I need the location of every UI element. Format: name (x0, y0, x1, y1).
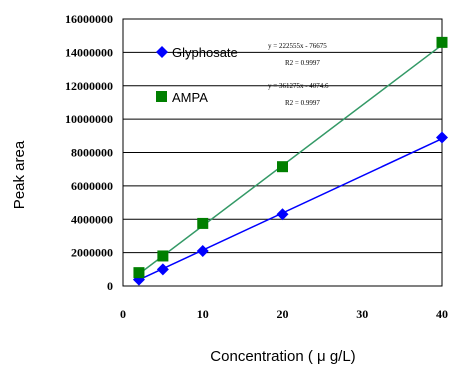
x-axis-title: Concentration ( μ g/L) (210, 348, 355, 365)
y-axis-tick-labels: 0 2000000 4000000 6000000 8000000 10000000 120… (65, 12, 113, 293)
glyphosate-point (436, 131, 448, 144)
y-tick-label: 14000000 (65, 45, 113, 59)
legend-glyphosate-marker (156, 46, 168, 58)
ampa-trendline (138, 44, 443, 275)
legend-ampa-label: AMPA (172, 90, 208, 105)
ampa-point (436, 36, 448, 48)
legend-glyphosate-label: Glyphosate (172, 45, 238, 60)
y-tick-label: 2000000 (71, 246, 113, 260)
y-tick-label: 16000000 (65, 12, 113, 26)
ampa-point (277, 161, 288, 173)
glyphosate-trendline (138, 138, 443, 281)
data-points (132, 36, 448, 286)
trendlines (138, 44, 443, 281)
y-tick-label: 0 (107, 279, 113, 293)
glyphosate-equation: y = 222555x - 76675 (268, 42, 327, 50)
ampa-r2: R2 = 0.9997 (285, 99, 320, 107)
x-tick-label: 0 (120, 307, 126, 321)
x-tick-label: 10 (197, 307, 209, 321)
y-axis-title: Peak area (11, 140, 28, 209)
y-tick-label: 8000000 (71, 146, 113, 160)
x-axis-tick-labels: 0 10 20 30 40 (120, 307, 448, 321)
y-tick-label: 6000000 (71, 179, 113, 193)
y-tick-label: 4000000 (71, 212, 113, 226)
legend-ampa-marker (156, 91, 167, 102)
ampa-point (197, 217, 209, 229)
x-tick-label: 30 (356, 307, 368, 321)
y-tick-label: 12000000 (65, 79, 113, 93)
equations: y = 222555x - 76675 R2 = 0.9997 y = 3612… (268, 42, 329, 107)
y-tick-label: 10000000 (65, 112, 113, 126)
x-tick-label: 20 (277, 307, 289, 321)
glyphosate-point (276, 208, 289, 221)
glyphosate-r2: R2 = 0.9997 (285, 59, 320, 67)
ampa-equation: y = 361275x - 4074.6 (268, 82, 329, 90)
x-tick-label: 40 (436, 307, 448, 321)
glyphosate-point (196, 244, 209, 257)
glyphosate-point (156, 263, 169, 276)
ampa-point (133, 267, 145, 279)
ampa-point (157, 250, 169, 262)
legend: Glyphosate AMPA (156, 45, 238, 105)
